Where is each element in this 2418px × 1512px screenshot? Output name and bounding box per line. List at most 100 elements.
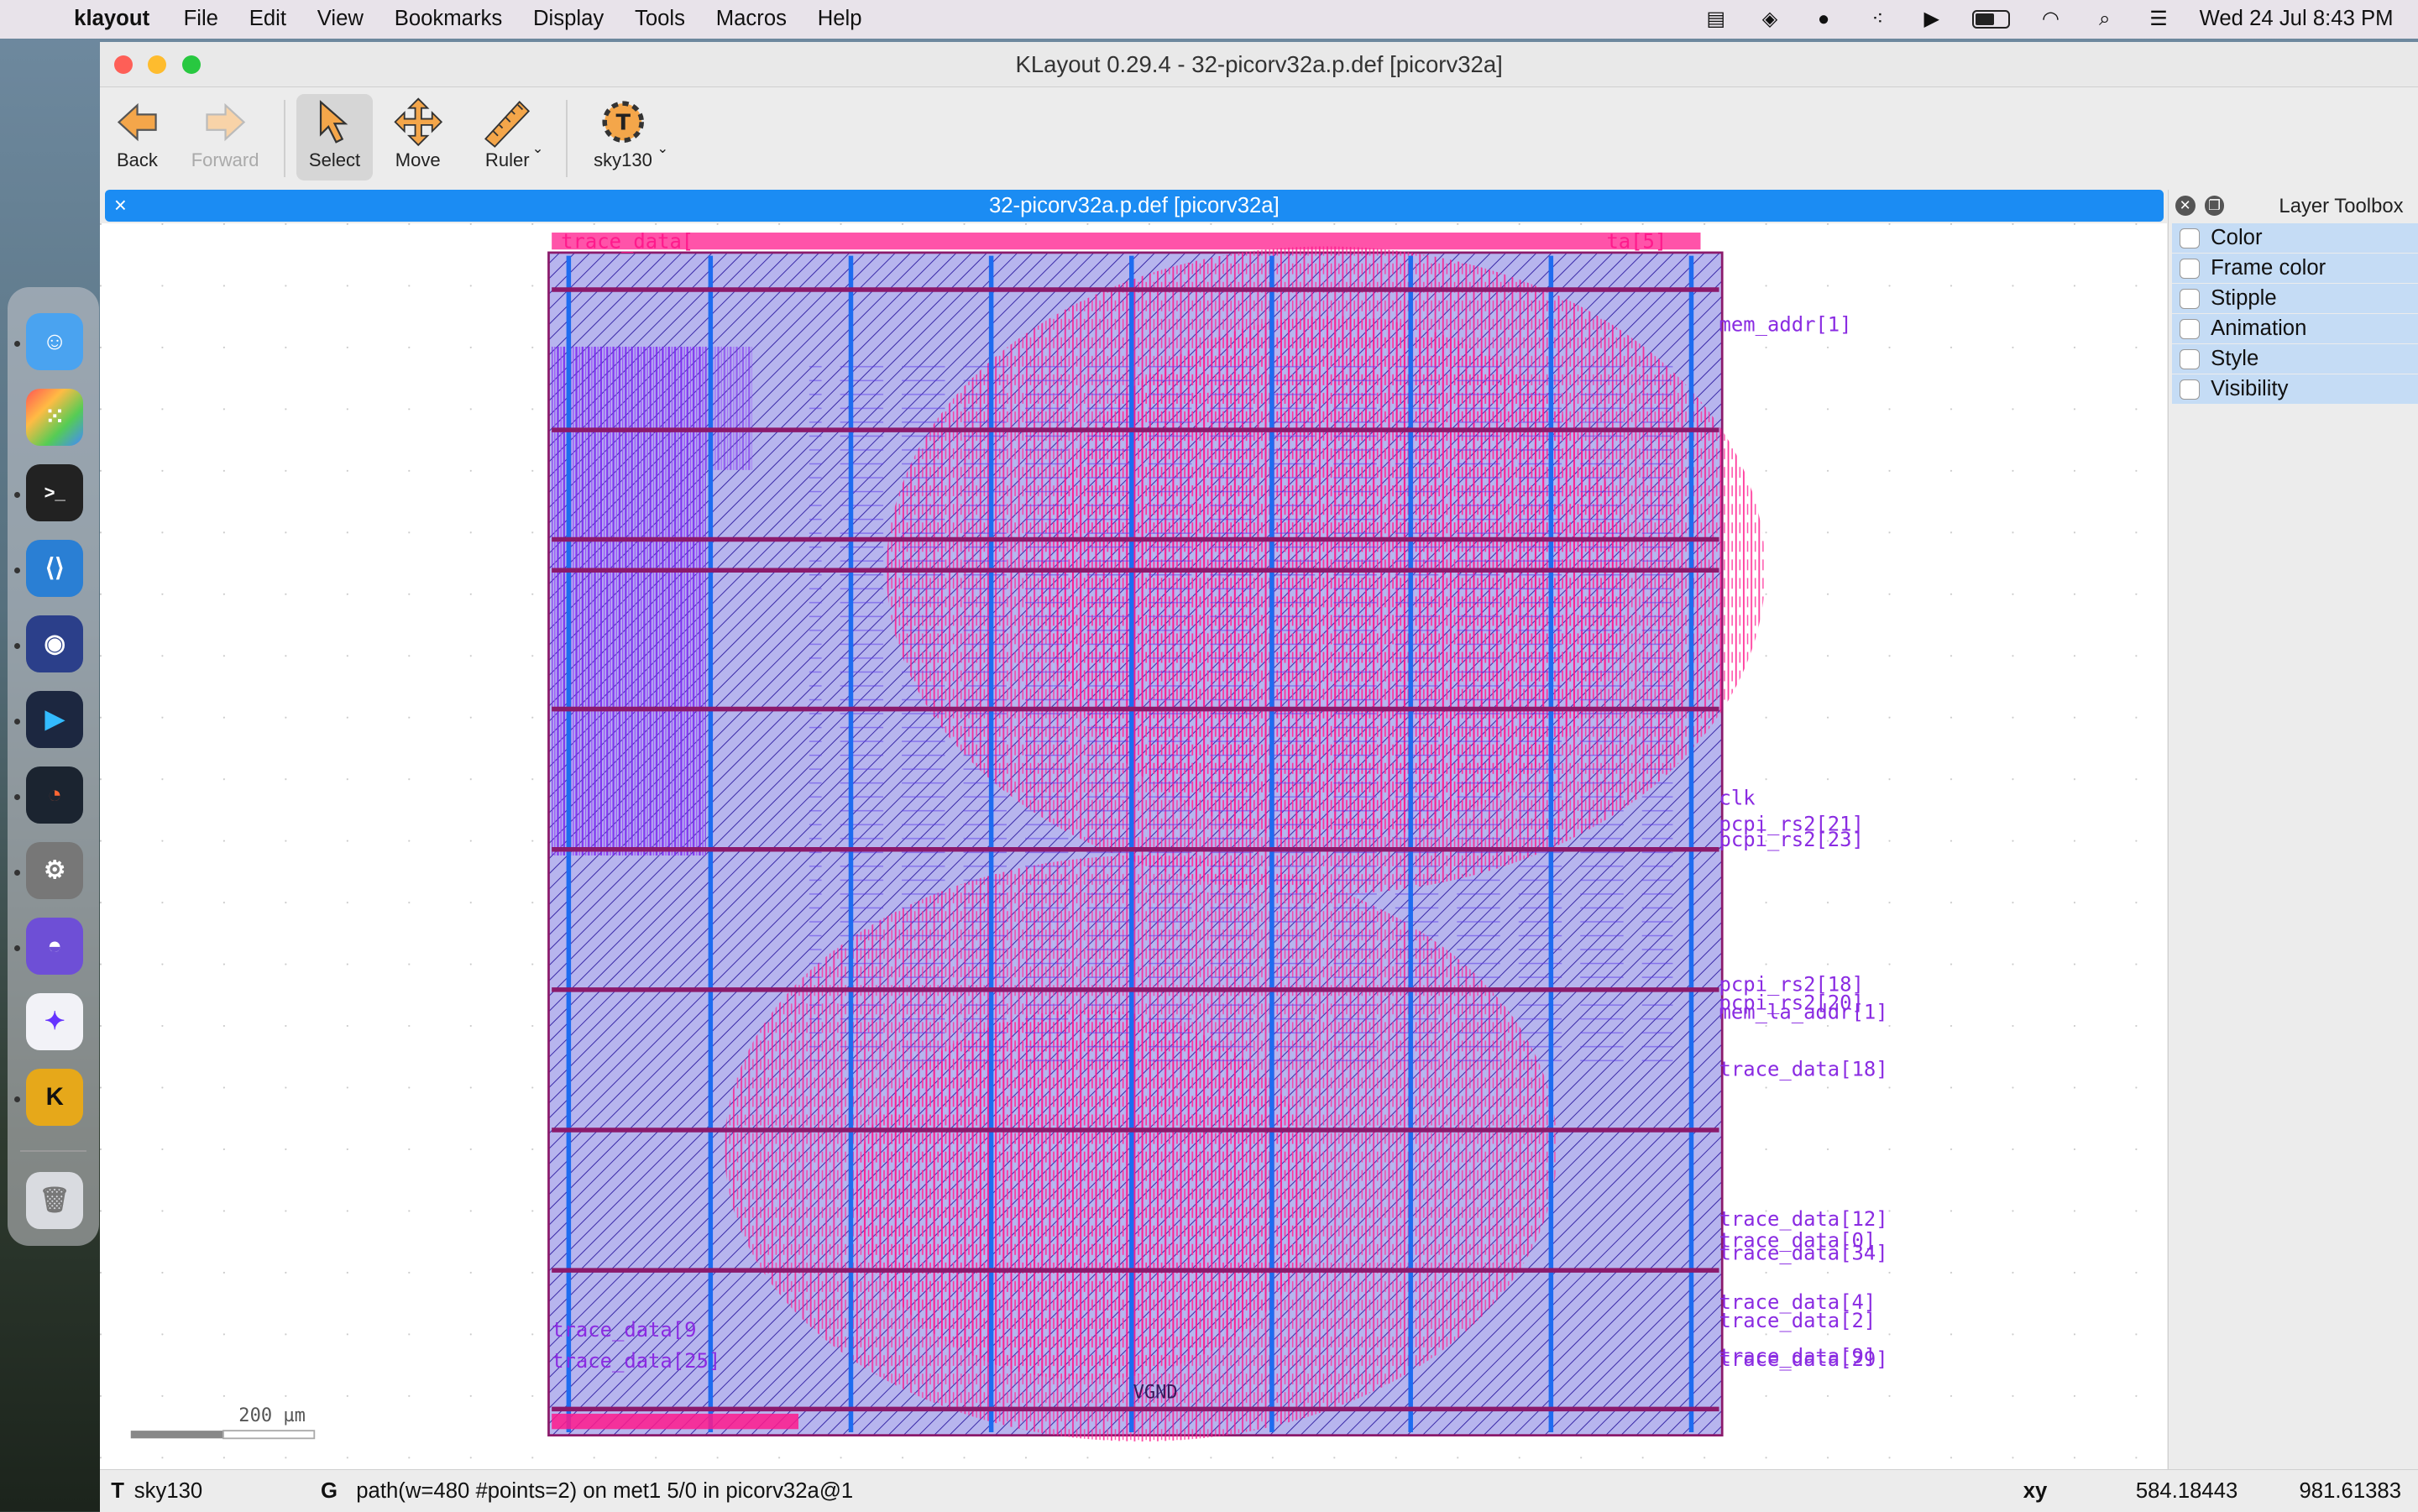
toolbox-row-stipple[interactable]: Stipple [2172, 284, 2418, 314]
toolbox-row-label: Visibility [2211, 377, 2289, 401]
forward-button[interactable]: Forward [186, 94, 264, 180]
toolbox-row-color[interactable]: Color [2172, 223, 2418, 254]
dock: ☺ ⁙ >_ ⟨⟩ ◉ ▶ ◔ ⚙ ◓ ✦ K 🗑 [8, 286, 99, 1247]
running-indicator [13, 793, 20, 801]
pin-label: trace_data[25] [552, 1349, 721, 1373]
menu-bar: klayout File Edit View Bookmarks Display… [0, 0, 2418, 39]
running-indicator [13, 944, 20, 952]
pin-label: mem_addr[1] [1719, 313, 1852, 337]
select-tool-button[interactable]: Select [296, 94, 374, 180]
layout-tab-title: 32-picorv32a.p.def [picorv32a] [988, 193, 1280, 217]
forward-label: Forward [191, 149, 259, 171]
control-center-icon[interactable]: ☰ [2149, 8, 2168, 31]
finder-icon[interactable]: ☺ [26, 312, 84, 370]
toolbox-row-frame-color[interactable]: Frame color [2172, 254, 2418, 284]
terminal-icon[interactable]: >_ [26, 463, 84, 521]
menu-help[interactable]: Help [817, 7, 862, 31]
close-tab-icon[interactable]: × [113, 193, 127, 217]
layout-view[interactable]: trace_data[ ta[5] mem_addr[1] clk pcpi_r… [100, 223, 2167, 1470]
klayout-dock-icon[interactable]: K [26, 1068, 84, 1126]
firefox-icon[interactable]: ◉ [26, 615, 84, 672]
pin-label: trace_data[2] [1719, 1309, 1876, 1332]
technology-dropdown-icon[interactable]: ⌄ [657, 140, 669, 157]
scale-bar-empty [222, 1430, 316, 1440]
close-window-button[interactable] [113, 55, 133, 75]
search-icon[interactable]: ⌕ [2098, 8, 2111, 31]
expand-checkbox-icon[interactable] [2180, 228, 2201, 249]
running-indicator [13, 1096, 20, 1103]
qspace-icon[interactable]: ◔ [26, 766, 84, 824]
expand-checkbox-icon[interactable] [2180, 379, 2201, 400]
expand-checkbox-icon[interactable] [2180, 318, 2201, 339]
pin-label: trace_data[0] [1719, 1229, 1876, 1253]
coffee-icon[interactable]: ● [1817, 8, 1830, 31]
menu-file[interactable]: File [183, 7, 218, 31]
wifi-icon[interactable]: ◠ [2041, 8, 2059, 31]
menubar-clock[interactable]: Wed 24 Jul 8:43 PM [2199, 7, 2394, 31]
window-titlebar: KLayout 0.29.4 - 32-picorv32a.p.def [pic… [100, 41, 2418, 87]
running-indicator [13, 869, 20, 876]
menu-macros[interactable]: Macros [715, 7, 787, 31]
move-label: Move [395, 149, 441, 171]
layer-toolbox-header: ✕ ❐ Layer Toolbox [2169, 190, 2418, 223]
running-indicator [13, 340, 20, 348]
pin-label: trace_data[29] [1719, 1347, 1888, 1371]
toolbox-row-visibility[interactable]: Visibility [2172, 374, 2418, 405]
status-y: 981.61383 [2299, 1479, 2402, 1504]
back-button[interactable]: Back [107, 94, 168, 180]
menu-display[interactable]: Display [532, 7, 604, 31]
running-indicator [13, 567, 20, 574]
play-icon[interactable]: ▶ [1923, 8, 1939, 31]
horizontal-routes [809, 362, 1673, 1072]
app-menu[interactable]: klayout [74, 7, 150, 31]
pin-label: mem_la_addr[1] [1719, 1001, 1888, 1024]
docker-icon[interactable]: ▤ [1706, 8, 1725, 31]
status-tech: sky130 [133, 1479, 203, 1504]
expand-checkbox-icon[interactable] [2180, 348, 2201, 369]
bird-app-icon[interactable]: ✦ [26, 992, 84, 1050]
layout-canvas[interactable]: trace_data[ ta[5] mem_addr[1] clk pcpi_r… [100, 223, 2167, 1470]
toolbox-row-animation[interactable]: Animation [2172, 314, 2418, 344]
minimize-window-button[interactable] [148, 55, 167, 75]
move-arrows-icon [393, 97, 442, 146]
vscode-icon[interactable]: ⟨⟩ [26, 539, 84, 597]
expand-checkbox-icon[interactable] [2180, 288, 2201, 309]
layout-tab[interactable]: × 32-picorv32a.p.def [picorv32a] [104, 189, 2164, 222]
menu-bookmarks[interactable]: Bookmarks [394, 7, 503, 31]
menu-edit[interactable]: Edit [249, 7, 286, 31]
system-settings-icon[interactable]: ⚙ [26, 841, 84, 899]
technology-button[interactable]: T sky130 ⌄ [584, 94, 668, 180]
top-pin-label-right: ta[5] [1607, 230, 1667, 254]
move-tool-button[interactable]: Move [382, 94, 453, 180]
vgnd-label: VGND [1133, 1383, 1178, 1404]
toolbox-row-label: Frame color [2211, 256, 2326, 280]
zoom-window-button[interactable] [181, 55, 201, 75]
top-pin-label-left: trace_data[ [562, 230, 694, 254]
pin-label: trace_data[9 [552, 1318, 697, 1342]
panel-close-icon[interactable]: ✕ [2175, 196, 2196, 217]
stars-icon[interactable]: ⁖ [1871, 8, 1884, 31]
trash-icon[interactable]: 🗑 [26, 1171, 84, 1229]
scale-bar-filled [131, 1431, 224, 1439]
expand-checkbox-icon[interactable] [2180, 258, 2201, 279]
battery-icon[interactable] [1972, 9, 2010, 29]
scale-bar: 200 µm [131, 1405, 316, 1440]
launchpad-icon[interactable]: ⁙ [26, 388, 84, 446]
pin-label: trace_data[4] [1719, 1290, 1876, 1314]
status-selection: path(w=480 #points=2) on met1 5/0 in pic… [356, 1479, 854, 1504]
status-bar: T sky130 G path(w=480 #points=2) on met1… [100, 1469, 2418, 1512]
status-x: 584.18443 [2135, 1479, 2238, 1504]
pin-label: pcpi_rs2[20] [1719, 991, 1864, 1015]
layers-icon[interactable]: ◈ [1761, 8, 1778, 31]
status-tech-mode: T [111, 1479, 124, 1504]
ruler-dropdown-icon[interactable]: ⌄ [531, 140, 544, 157]
running-indicator [13, 718, 20, 725]
github-desktop-icon[interactable]: ◓ [26, 917, 84, 975]
pin-label: pcpi_rs2[23] [1719, 828, 1864, 851]
toolbox-row-style[interactable]: Style [2172, 344, 2418, 374]
panel-float-icon[interactable]: ❐ [2204, 196, 2225, 217]
ruler-tool-button[interactable]: Ruler ⌄ [464, 94, 551, 180]
menu-view[interactable]: View [317, 7, 364, 31]
media-player-icon[interactable]: ▶ [26, 690, 84, 748]
menu-tools[interactable]: Tools [634, 7, 685, 31]
